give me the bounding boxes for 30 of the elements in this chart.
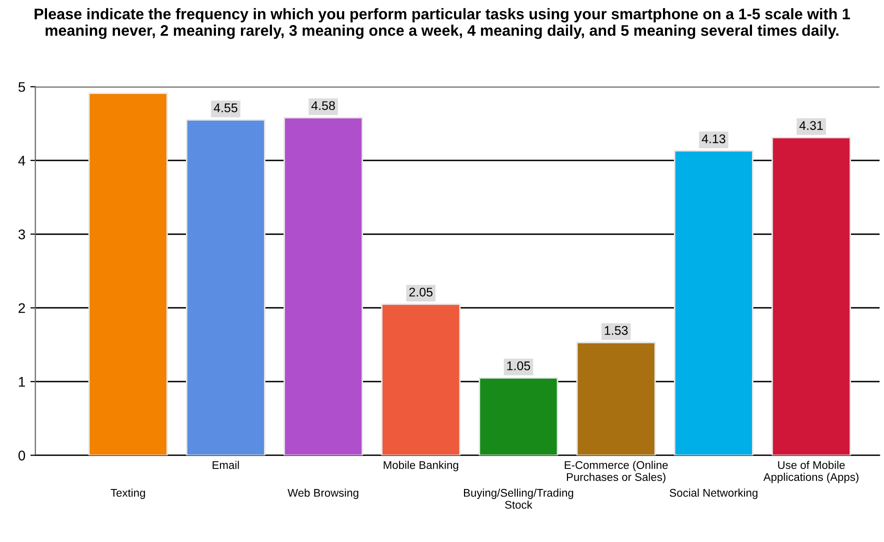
y-tick-label: 3: [18, 229, 26, 240]
bar: [186, 119, 266, 456]
bar: [381, 303, 461, 456]
bar: [478, 377, 558, 456]
x-tick-label: Buying/Selling/Trading Stock: [464, 488, 574, 509]
x-tick-label: E-Commerce (Online Purchases or Sales): [564, 460, 668, 484]
y-tick-label: 5: [18, 82, 26, 92]
data-label: 1.05: [507, 361, 530, 370]
x-tick-label: Mobile Banking: [384, 460, 458, 472]
chart-title: Please indicate the frequency in which you perform particular tasks using your smartphone on a 1-5 scale with 1 meaning never, 2 meaning rarely, 3 meaning once a week, 4 meaning daily, and 5 meaning several times daily.: [34, 8, 850, 39]
bar: [674, 150, 754, 456]
data-label: 1.53: [604, 326, 628, 335]
bar: [576, 342, 656, 456]
data-label: 4.55: [214, 104, 238, 112]
data-label: 4.13: [702, 134, 726, 144]
bar: [284, 116, 364, 456]
y-tick-label: 0: [18, 450, 26, 460]
data-label: 2.05: [409, 288, 433, 297]
data-label: 4.31: [799, 121, 823, 130]
bar: [88, 92, 168, 456]
x-tick-label: Web Browsing: [288, 488, 358, 499]
data-label: 4.58: [311, 101, 335, 110]
x-tick-label: Use of Mobile Applications (Apps): [763, 460, 858, 484]
y-tick-label: 1: [18, 377, 25, 387]
x-tick-label: Texting: [110, 488, 145, 499]
y-tick-label: 2: [18, 303, 25, 313]
x-tick-label: Social Networking: [670, 488, 758, 499]
x-tick-label: Email: [212, 460, 239, 469]
y-tick-label: 4: [18, 156, 26, 166]
bar: [772, 136, 851, 456]
